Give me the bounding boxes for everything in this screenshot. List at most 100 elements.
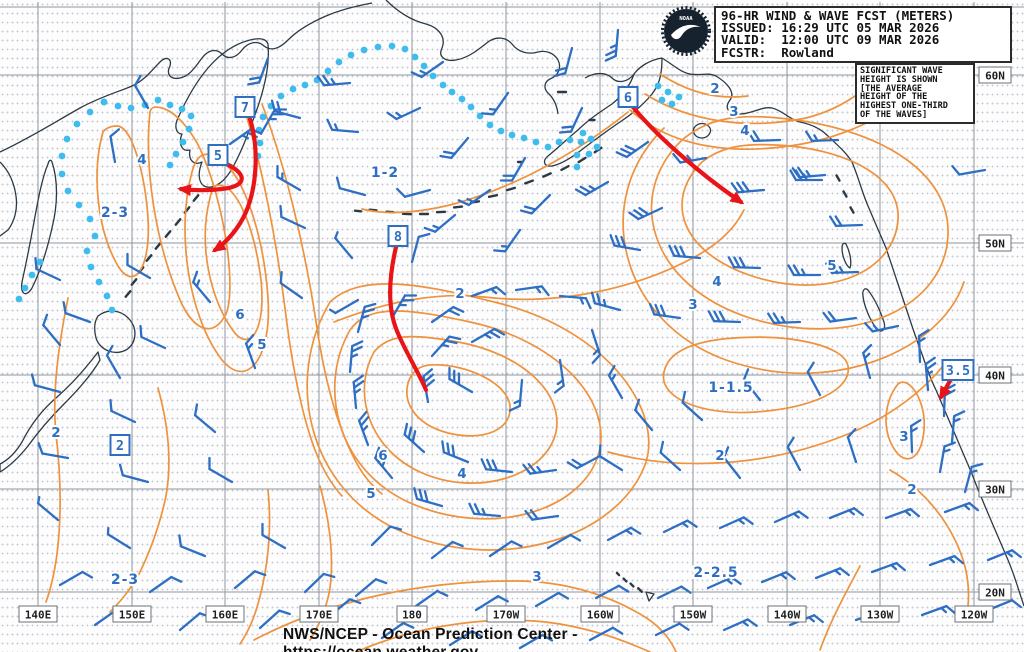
barb-feather xyxy=(529,509,539,521)
barb-feather xyxy=(722,446,730,459)
barb-staff xyxy=(659,451,682,472)
barb-staff xyxy=(584,180,610,197)
ice-edge-dot xyxy=(63,135,71,143)
barb-feather xyxy=(278,609,291,616)
barb-feather xyxy=(178,534,183,548)
barb-feather xyxy=(448,366,451,381)
wave-contour xyxy=(644,93,859,125)
barb-feather xyxy=(730,182,740,194)
ice-edge-dot xyxy=(401,45,409,53)
ice-edge-dot xyxy=(458,95,466,103)
barb-feather xyxy=(457,199,470,207)
ice-edge-dot xyxy=(103,292,111,300)
wind-barb xyxy=(514,285,550,297)
wind-barb xyxy=(615,140,650,159)
ice-edge-dot xyxy=(73,120,81,128)
barb-staff xyxy=(260,108,277,134)
barb-half-feather xyxy=(36,495,41,505)
storm-max-wave-box xyxy=(941,359,975,381)
barb-feather xyxy=(441,440,446,454)
barb-staff xyxy=(403,188,432,198)
wind-barb xyxy=(474,595,509,612)
wind-barb xyxy=(553,46,574,78)
wind-barb xyxy=(518,633,554,650)
barb-half-feather xyxy=(588,185,597,191)
barb-feather xyxy=(249,76,263,81)
barb-feather xyxy=(571,458,584,467)
barb-staff xyxy=(126,263,152,280)
ice-edge-dot xyxy=(585,150,593,158)
wave-contour xyxy=(363,335,558,484)
barb-feather xyxy=(659,304,667,318)
barb-staff xyxy=(279,281,304,300)
storm-track-arrow xyxy=(211,116,258,253)
barb-staff xyxy=(380,621,405,640)
barb-staff xyxy=(448,377,474,394)
note-line: OF THE WAVES] xyxy=(860,109,928,120)
wind-barb xyxy=(628,206,664,221)
barb-feather xyxy=(673,245,681,258)
barb-feather xyxy=(579,185,592,194)
barb-feather xyxy=(953,554,964,565)
barb-staff xyxy=(625,140,650,159)
barb-feather xyxy=(772,312,781,324)
barb-half-feather xyxy=(334,231,339,240)
barb-feather xyxy=(742,368,750,381)
island xyxy=(637,587,643,593)
barb-staff xyxy=(106,533,132,550)
wind-barb xyxy=(634,398,654,432)
barb-staff xyxy=(334,236,354,260)
ice-edge-dot xyxy=(360,46,368,54)
barb-feather xyxy=(787,264,796,277)
lon-label-box xyxy=(954,605,994,623)
barb-feather xyxy=(386,111,398,121)
wind-barb xyxy=(909,419,922,454)
barb-feather xyxy=(192,270,199,284)
ice-edge-dot xyxy=(411,53,419,61)
lon-label-box xyxy=(18,605,58,623)
lat-lon-labels: 140E 150E 160E 170E 180 170W 160W 150W 140W 130W 1… xyxy=(18,66,1012,623)
wind-barb xyxy=(950,410,966,444)
barb-feather xyxy=(403,422,409,436)
wind-barb xyxy=(829,215,864,228)
wave-height-note: SIGNIFICANT WAVE HEIGHT IS SHOWN [THE AV… xyxy=(855,63,975,124)
lat-label-box xyxy=(978,366,1012,384)
barb-half-feather xyxy=(195,279,201,288)
barb-feather xyxy=(943,441,956,448)
barb-feather xyxy=(417,232,431,239)
wind-barb xyxy=(109,398,137,424)
lat-label-box xyxy=(978,234,1012,252)
wind-barb xyxy=(499,156,527,182)
barb-staff xyxy=(121,474,150,484)
storm-track-arrow xyxy=(938,376,954,401)
wave-contour xyxy=(361,111,629,214)
barb-feather xyxy=(401,299,415,302)
wind-barb xyxy=(36,495,60,522)
contour-label: 3 xyxy=(688,297,697,313)
wind-barb xyxy=(352,374,365,410)
coastline xyxy=(0,2,373,153)
wind-barb xyxy=(279,271,304,300)
lon-label-box xyxy=(860,605,900,623)
barb-feather xyxy=(797,510,809,520)
ice-edge-dot xyxy=(658,96,666,104)
island xyxy=(154,242,162,250)
barb-half-feather xyxy=(488,107,498,111)
barb-half-feather xyxy=(624,529,633,535)
barb-half-feather xyxy=(800,268,807,277)
wind-barb xyxy=(448,366,474,394)
contour-label: 4 xyxy=(712,274,721,290)
barb-half-feather xyxy=(353,388,362,395)
barb-staff xyxy=(518,378,524,408)
storm-max-wave-box xyxy=(109,434,131,456)
ice-edge-dot xyxy=(21,284,29,292)
ice-edge-dot xyxy=(36,258,44,266)
barb-feather xyxy=(862,343,873,355)
barb-staff xyxy=(442,451,470,464)
barb-feather xyxy=(864,322,874,333)
ice-edge-dot xyxy=(593,143,601,151)
barb-half-feather xyxy=(556,379,565,386)
barb-staff xyxy=(430,540,454,560)
ice-edge-dot xyxy=(187,112,195,120)
